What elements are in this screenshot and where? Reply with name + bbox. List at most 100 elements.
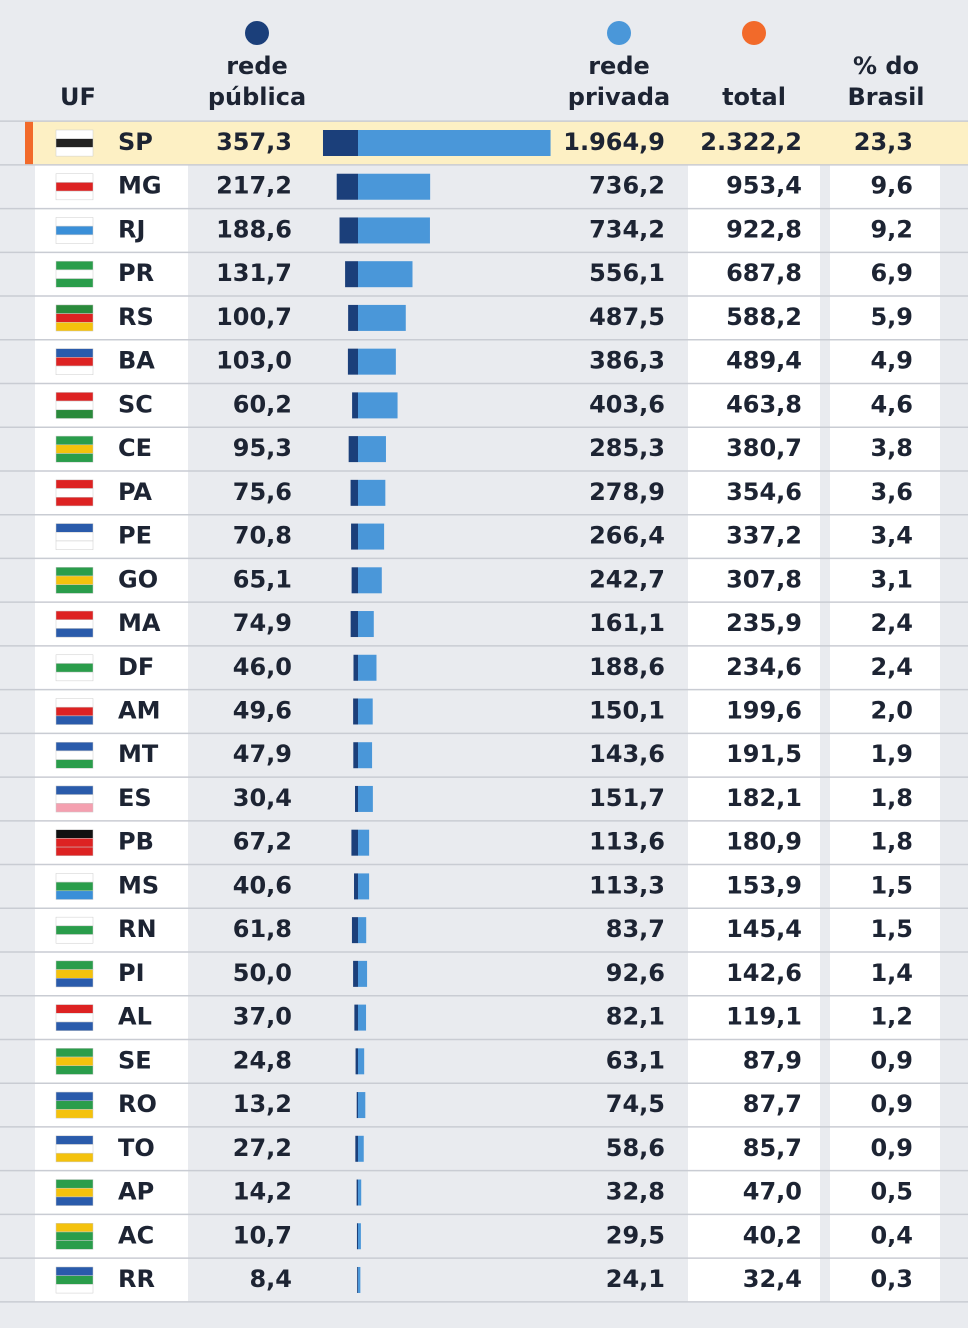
pct-value: 23,3: [854, 128, 913, 156]
total-value: 47,0: [743, 1178, 802, 1206]
flag: [55, 575, 94, 585]
private-value: 150,1: [589, 696, 665, 724]
uf-code: DF: [118, 653, 154, 681]
private-value: 285,3: [589, 434, 665, 462]
flag: [55, 1013, 94, 1023]
column-bg: [830, 121, 940, 1302]
private-value: 113,6: [589, 828, 665, 856]
public-value: 27,2: [233, 1134, 292, 1162]
flag: [55, 1048, 94, 1058]
flag: [55, 1284, 94, 1294]
uf-code: ES: [118, 784, 152, 812]
flag: [55, 1135, 94, 1145]
flag: [55, 313, 94, 323]
private-value: 92,6: [606, 959, 665, 987]
total-value: 182,1: [726, 784, 802, 812]
public-value: 357,3: [216, 128, 292, 156]
public-value: 95,3: [233, 434, 292, 462]
pct-value: 6,9: [870, 259, 913, 287]
pct-value: 1,4: [870, 959, 913, 987]
total-value: 307,8: [726, 565, 802, 593]
flag: [55, 182, 94, 192]
private-value: 113,3: [589, 871, 665, 899]
bar-private: [358, 1004, 367, 1031]
uf-code: TO: [118, 1134, 155, 1162]
bar-public: [347, 348, 358, 375]
bar-public: [351, 567, 358, 594]
flag: [55, 190, 94, 201]
flag: [55, 584, 94, 594]
bar-public: [354, 1004, 358, 1031]
bar-private: [358, 173, 431, 200]
public-value: 8,4: [249, 1265, 292, 1293]
private-value: 32,8: [606, 1178, 665, 1206]
bar-private: [358, 1266, 361, 1293]
bar-public: [357, 1266, 358, 1293]
flag: [55, 934, 94, 944]
flag: [55, 1187, 94, 1198]
flag: [55, 234, 94, 244]
bar-private: [358, 304, 406, 331]
uf-code: MG: [118, 172, 162, 200]
total-value: 2.322,2: [700, 128, 802, 156]
uf-code: PA: [118, 478, 152, 506]
private-value: 143,6: [589, 740, 665, 768]
bar-private: [358, 829, 370, 856]
public-value: 10,7: [233, 1221, 292, 1249]
public-value: 50,0: [233, 959, 292, 987]
bar-public: [353, 742, 358, 769]
flag: [55, 881, 94, 892]
flag: [55, 960, 94, 970]
public-value: 40,6: [233, 871, 292, 899]
flag: [55, 348, 94, 358]
pct-value: 3,1: [870, 565, 913, 593]
bar-public: [356, 1223, 358, 1250]
flag: [55, 873, 94, 883]
public-value: 60,2: [233, 390, 292, 418]
public-value: 14,2: [233, 1178, 292, 1206]
bar-private: [358, 217, 430, 244]
flag: [55, 741, 94, 752]
flag: [55, 1100, 94, 1110]
public-value: 75,6: [233, 478, 292, 506]
private-value: 242,7: [589, 565, 665, 593]
bar-private: [358, 654, 377, 681]
flag: [55, 532, 94, 542]
bar-public: [351, 917, 358, 944]
bar-private: [358, 1179, 362, 1206]
pct-value: 2,4: [870, 609, 913, 637]
uf-code: RN: [118, 915, 157, 943]
private-value: 734,2: [589, 215, 665, 243]
bar-public: [322, 130, 358, 156]
highlight-marker: [25, 121, 33, 165]
uf-code: AC: [118, 1221, 154, 1249]
column-bg: [688, 121, 820, 1302]
flag: [55, 523, 94, 533]
flag: [55, 663, 94, 673]
flag: [55, 1065, 94, 1075]
uf-code: BA: [118, 347, 155, 375]
flag: [55, 147, 94, 157]
private-value: 403,6: [589, 390, 665, 418]
public-value: 24,8: [233, 1046, 292, 1074]
private-value: 556,1: [589, 259, 665, 287]
flag: [55, 1004, 94, 1014]
bar-public: [356, 1179, 358, 1206]
flag: [55, 969, 94, 979]
flag: [55, 488, 94, 498]
bar-private: [358, 348, 396, 375]
public-value: 74,9: [233, 609, 292, 637]
pct-value: 2,0: [870, 696, 913, 724]
bar-private: [358, 960, 368, 987]
uf-code: PR: [118, 259, 154, 287]
bar-public: [354, 873, 358, 900]
uf-code: PE: [118, 522, 152, 550]
pct-value: 1,2: [870, 1003, 913, 1031]
pct-value: 9,2: [870, 215, 913, 243]
flag: [55, 698, 94, 708]
total-value: 687,8: [726, 259, 802, 287]
pct-value: 0,5: [870, 1178, 913, 1206]
public-value: 37,0: [233, 1003, 292, 1031]
bar-private: [358, 785, 373, 812]
